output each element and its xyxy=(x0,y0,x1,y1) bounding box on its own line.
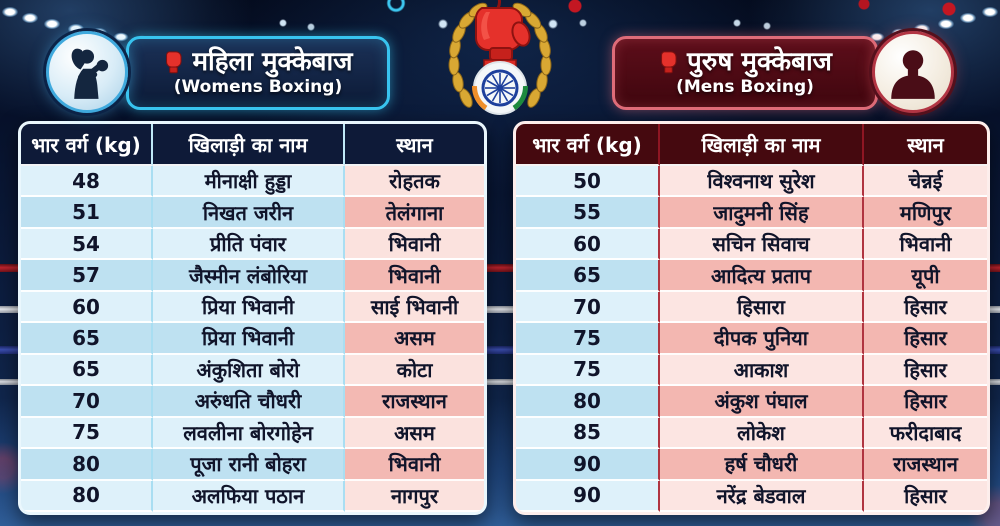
cell-place: भिवानी xyxy=(345,228,484,261)
cell-place: चेन्नई xyxy=(864,166,987,198)
mens-title-english: (Mens Boxing) xyxy=(676,77,814,98)
cell-name: लवलीना बोरगोहेन xyxy=(153,417,345,450)
cell-place: हिसार xyxy=(864,480,987,512)
mens-badge xyxy=(872,31,954,113)
cell-name: अलफिया पठान xyxy=(153,480,345,512)
cell-weight: 75 xyxy=(516,354,660,387)
womens-col-name: खिलाड़ी का नाम xyxy=(153,124,345,166)
cell-place: भिवानी xyxy=(345,449,484,481)
cell-place: राजस्थान xyxy=(864,449,987,481)
cell-place: भिवानी xyxy=(345,260,484,292)
womens-title-line: महिला मुक्केबाज xyxy=(163,46,353,77)
mens-col-weight: भार वर्ग (kg) xyxy=(516,124,660,166)
cell-name: जैस्मीन लंबोरिया xyxy=(153,260,345,292)
mens-col-name: खिलाड़ी का नाम xyxy=(660,124,864,166)
cell-place: फरीदाबाद xyxy=(864,417,987,450)
mens-table: भार वर्ग (kg) खिलाड़ी का नाम स्थान 50 विश… xyxy=(513,121,990,515)
cell-name: निखत जरीन xyxy=(153,197,345,229)
boxing-emblem-icon xyxy=(448,0,552,115)
womens-title-hindi: महिला मुक्केबाज xyxy=(192,46,353,77)
cell-place: असम xyxy=(345,323,484,355)
cell-name: प्रिया भिवानी xyxy=(153,323,345,355)
womens-col-place: स्थान xyxy=(345,124,484,166)
cell-weight: 75 xyxy=(21,417,153,450)
cell-name: प्रिया भिवानी xyxy=(153,291,345,324)
cell-place: साई भिवानी xyxy=(345,291,484,324)
cell-weight: 65 xyxy=(21,323,153,355)
cell-weight: 70 xyxy=(21,386,153,418)
cell-weight: 80 xyxy=(21,449,153,481)
cell-place: भिवानी xyxy=(864,228,987,261)
cell-place: तेलंगाना xyxy=(345,197,484,229)
male-boxer-icon xyxy=(891,50,935,99)
ring-rope-red xyxy=(0,264,1000,272)
cell-name: सचिन सिवाच xyxy=(660,228,864,261)
cell-place: नागपुर xyxy=(345,480,484,512)
womens-title-english: (Womens Boxing) xyxy=(173,77,343,98)
cell-name: लोकेश xyxy=(660,417,864,450)
cell-place: असम xyxy=(345,417,484,450)
womens-title-box: महिला मुक्केबाज (Womens Boxing) xyxy=(126,36,390,110)
cell-weight: 65 xyxy=(516,260,660,292)
womens-table: भार वर्ग (kg) खिलाड़ी का नाम स्थान 48 मीन… xyxy=(18,121,487,515)
cell-name: हर्ष चौधरी xyxy=(660,449,864,481)
cell-place: यूपी xyxy=(864,260,987,292)
cell-weight: 90 xyxy=(516,449,660,481)
cell-place: कोटा xyxy=(345,354,484,387)
cell-name: मीनाक्षी हुड्डा xyxy=(153,166,345,198)
cell-weight: 55 xyxy=(516,197,660,229)
boxing-glove-icon xyxy=(661,51,677,74)
mens-title-box: पुरुष मुक्केबाज (Mens Boxing) xyxy=(612,36,878,110)
mens-title-hindi: पुरुष मुक्केबाज xyxy=(687,46,832,77)
cell-place: राजस्थान xyxy=(345,386,484,418)
cell-name: जादुमनी सिंह xyxy=(660,197,864,229)
cell-place: मणिपुर xyxy=(864,197,987,229)
cell-weight: 51 xyxy=(21,197,153,229)
cell-name: अरुंधति चौधरी xyxy=(153,386,345,418)
ring-rope-white-lower xyxy=(0,379,1000,385)
cell-place: हिसार xyxy=(864,354,987,387)
ring-rope-white-upper xyxy=(0,306,1000,313)
cell-name: दीपक पुनिया xyxy=(660,323,864,355)
cell-name: हिसारा xyxy=(660,291,864,324)
mens-title-line: पुरुष मुक्केबाज xyxy=(658,46,832,77)
cell-name: आकाश xyxy=(660,354,864,387)
cell-weight: 75 xyxy=(516,323,660,355)
mens-col-place: स्थान xyxy=(864,124,987,166)
center-emblem xyxy=(428,0,572,126)
womens-col-weight: भार वर्ग (kg) xyxy=(21,124,153,166)
boxing-glove-icon xyxy=(166,51,183,74)
cell-weight: 80 xyxy=(516,386,660,418)
cell-name: अंकुशिता बोरो xyxy=(153,354,345,387)
cell-weight: 48 xyxy=(21,166,153,198)
cell-place: हिसार xyxy=(864,386,987,418)
cell-name: पूजा रानी बोहरा xyxy=(153,449,345,481)
cell-name: विश्वनाथ सुरेश xyxy=(660,166,864,198)
cell-name: आदित्य प्रताप xyxy=(660,260,864,292)
cell-weight: 60 xyxy=(516,228,660,261)
cell-weight: 50 xyxy=(516,166,660,198)
cell-weight: 57 xyxy=(21,260,153,292)
cell-place: रोहतक xyxy=(345,166,484,198)
cell-weight: 85 xyxy=(516,417,660,450)
cell-weight: 65 xyxy=(21,354,153,387)
cell-weight: 60 xyxy=(21,291,153,324)
female-boxer-icon xyxy=(71,48,109,99)
cell-name: प्रीति पंवार xyxy=(153,228,345,261)
cell-name: अंकुश पंघाल xyxy=(660,386,864,418)
cell-place: हिसार xyxy=(864,291,987,324)
cell-weight: 90 xyxy=(516,480,660,512)
womens-badge xyxy=(46,31,128,113)
cell-weight: 70 xyxy=(516,291,660,324)
cell-weight: 80 xyxy=(21,480,153,512)
ring-rope-blue xyxy=(0,346,1000,354)
cell-name: नरेंद्र बेडवाल xyxy=(660,480,864,512)
cell-weight: 54 xyxy=(21,228,153,261)
cell-place: हिसार xyxy=(864,323,987,355)
